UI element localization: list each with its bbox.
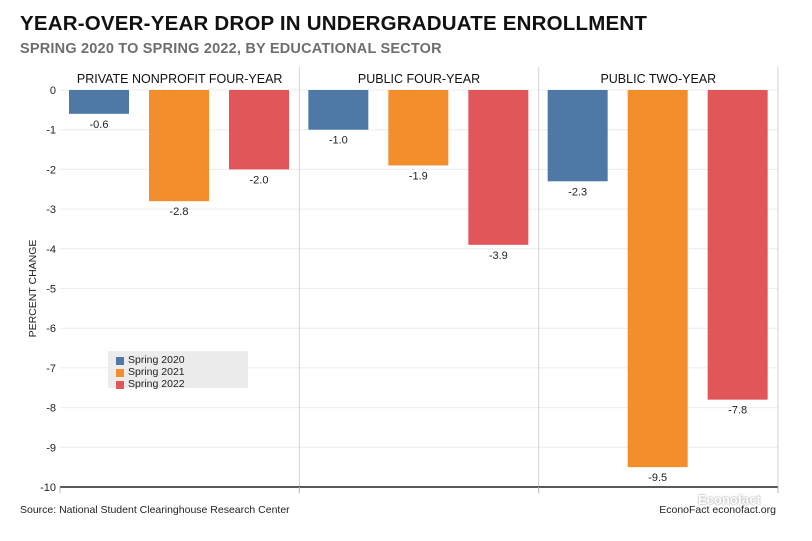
y-tick-label: -8 — [46, 403, 56, 415]
y-tick-label: -10 — [40, 482, 56, 494]
legend-label: Spring 2021 — [128, 366, 185, 378]
legend-swatch-spring-2022 — [116, 381, 124, 389]
legend-swatch-spring-2021 — [116, 369, 124, 377]
y-tick-label: -6 — [46, 323, 56, 335]
chart-subtitle: SPRING 2020 TO SPRING 2022, BY EDUCATION… — [20, 41, 442, 57]
bar-public-two-year-spring-2020 — [547, 90, 608, 182]
y-tick-label: -1 — [46, 125, 56, 137]
y-tick-label: -2 — [46, 164, 56, 176]
data-label: -2.3 — [568, 186, 587, 198]
data-label: -2.0 — [250, 174, 269, 186]
bar-private-nonprofit-four-year-spring-2022 — [229, 90, 289, 170]
panel-header-private-nonprofit-four-year: PRIVATE NONPROFIT FOUR-YEAR — [77, 72, 283, 86]
data-label: -1.9 — [409, 170, 428, 182]
bar-public-two-year-spring-2022 — [707, 90, 768, 400]
y-tick-label: -5 — [46, 284, 56, 296]
data-label: -7.8 — [728, 405, 747, 417]
bar-public-four-year-spring-2021 — [388, 90, 449, 166]
site-credit: EconoFact econofact.org — [659, 504, 776, 516]
y-tick-label: -4 — [46, 244, 56, 256]
bar-public-two-year-spring-2021 — [627, 90, 688, 468]
bar-private-nonprofit-four-year-spring-2020 — [69, 90, 129, 114]
data-label: -1.0 — [329, 135, 348, 147]
chart-title: YEAR-OVER-YEAR DROP IN UNDERGRADUATE ENR… — [20, 12, 648, 35]
y-tick-label: -3 — [46, 204, 56, 216]
y-tick-label: 0 — [50, 85, 56, 97]
econofact-watermark: Econofact — [698, 492, 761, 507]
data-label: -2.8 — [170, 206, 189, 218]
y-axis-label: PERCENT CHANGE — [27, 240, 39, 338]
data-label: -9.5 — [648, 472, 667, 484]
data-label: -3.9 — [489, 250, 508, 262]
data-label: -0.6 — [90, 119, 109, 131]
legend-label: Spring 2022 — [128, 378, 185, 390]
legend-label: Spring 2020 — [128, 354, 185, 366]
y-tick-label: -9 — [46, 442, 56, 454]
bar-public-four-year-spring-2022 — [468, 90, 529, 245]
chart-legend: Spring 2020 Spring 2021 Spring 2022 — [108, 351, 248, 390]
y-tick-label: -7 — [46, 363, 56, 375]
legend-swatch-spring-2020 — [116, 357, 124, 365]
source-note: Source: National Student Clearinghouse R… — [20, 504, 290, 516]
bar-public-four-year-spring-2020 — [308, 90, 369, 130]
bar-private-nonprofit-four-year-spring-2021 — [149, 90, 209, 202]
panel-header-public-four-year: PUBLIC FOUR-YEAR — [358, 72, 480, 86]
panel-header-public-two-year: PUBLIC TWO-YEAR — [600, 72, 716, 86]
